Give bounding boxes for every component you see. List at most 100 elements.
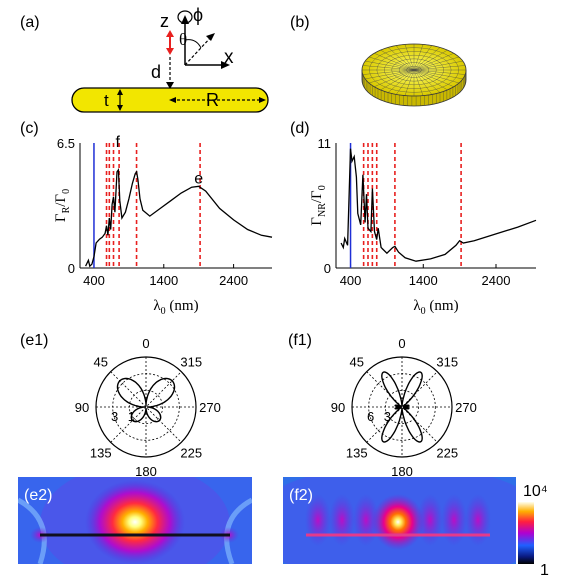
mesh-spoke xyxy=(413,44,424,71)
field-lobe xyxy=(465,494,491,546)
label-phi: ϕ xyxy=(193,5,203,25)
mesh-spoke xyxy=(362,65,415,71)
theta-arc xyxy=(184,39,202,49)
panel-label-f1: (f1) xyxy=(288,332,312,349)
panel-f1: (f1) 0 315 270 225 180 135 90 45 6 3 xyxy=(288,332,477,479)
field-lobe xyxy=(329,494,355,546)
mesh-spoke xyxy=(413,69,460,84)
mesh-spoke xyxy=(413,49,448,71)
spectrum-line xyxy=(340,148,537,262)
disk-mesh xyxy=(361,43,467,106)
mesh-spoke xyxy=(404,44,415,71)
mesh-spoke xyxy=(368,69,415,84)
x-tick-label: 400 xyxy=(83,273,105,288)
polar-angle-label: 225 xyxy=(436,445,458,460)
theta-ray xyxy=(184,35,213,66)
mesh-spoke xyxy=(374,69,415,87)
x-arrowhead xyxy=(221,61,230,69)
mesh-spoke xyxy=(368,56,415,71)
label-theta: θ xyxy=(179,30,187,49)
polar-angle-label: 315 xyxy=(436,355,458,370)
colorbar-min-label: 1 xyxy=(540,562,549,578)
mesh-spoke xyxy=(413,69,432,95)
polar-radial-label: 3 xyxy=(384,409,391,424)
y-tick-label: 0 xyxy=(68,261,75,276)
mesh-spoke xyxy=(380,69,415,91)
mesh-spoke xyxy=(413,56,460,71)
label-t: t xyxy=(104,91,109,110)
peak-label: f xyxy=(115,134,120,151)
polar-grid-spoke xyxy=(366,371,438,443)
node-e2-left xyxy=(18,497,47,564)
field-lobes-f2 xyxy=(305,494,491,546)
dipole-arrow-up xyxy=(166,30,174,37)
panel-d: (d) 400 1400 2400 0 11 λ0 (nm) ΓNR/Γ0 xyxy=(290,120,537,317)
mesh-spoke xyxy=(413,69,454,87)
mesh-spoke xyxy=(413,69,466,75)
mesh-spoke xyxy=(362,69,415,75)
panel-label-f2: (f2) xyxy=(289,487,313,504)
polar-angle-label: 0 xyxy=(142,336,149,351)
polar-angle-label: 0 xyxy=(398,336,405,351)
hotspot-f2 xyxy=(372,494,424,550)
panel-label-b: (b) xyxy=(290,14,310,31)
mesh-spoke xyxy=(413,69,448,91)
x-tick-label: 1400 xyxy=(409,273,438,288)
field-lobe xyxy=(305,494,331,546)
phi-arc xyxy=(177,10,193,24)
mesh-spoke xyxy=(413,60,463,71)
mesh-spoke xyxy=(396,45,415,71)
colorbar-max-label: 10⁴ xyxy=(523,483,548,500)
label-d: d xyxy=(151,62,161,82)
mesh-spoke xyxy=(365,60,415,71)
panel-label-a: (a) xyxy=(20,14,40,31)
theta-arrowhead xyxy=(206,33,215,41)
polar-angle-label: 315 xyxy=(180,355,202,370)
x-tick-label: 2400 xyxy=(219,273,248,288)
y-tick-label: 0 xyxy=(324,261,331,276)
polar-angle-label: 270 xyxy=(455,400,477,415)
panel-b: (b) xyxy=(290,14,467,107)
mesh-spoke xyxy=(365,69,415,80)
mesh-spoke xyxy=(387,47,415,71)
polar-radial-label: 6 xyxy=(367,409,374,424)
label-x: x xyxy=(224,47,234,68)
y-tick-label: 6.5 xyxy=(57,136,75,151)
distance-arrowhead xyxy=(166,82,174,89)
radius-arrow-right xyxy=(259,97,266,103)
field-lobe xyxy=(353,494,379,546)
mesh-spoke xyxy=(413,45,432,71)
mesh-spoke xyxy=(413,53,454,71)
radius-arrow-left xyxy=(169,97,176,103)
polar-angle-label: 90 xyxy=(75,400,89,415)
radiation-pattern xyxy=(381,371,423,443)
spectrum-line xyxy=(85,168,273,268)
x-tick-label: 1400 xyxy=(149,273,178,288)
polar-angle-label: 135 xyxy=(346,445,368,460)
node-e2-right xyxy=(224,497,252,564)
colorbar-gradient xyxy=(518,502,534,564)
polar-grid-spoke xyxy=(110,371,182,443)
y-axis-label: ΓNR/Γ0 xyxy=(309,185,328,225)
label-z: z xyxy=(160,11,169,31)
y-tick-label: 11 xyxy=(318,136,332,151)
panel-label-c: (c) xyxy=(20,120,39,137)
mesh-spoke xyxy=(387,69,415,93)
x-axis-label: λ0 (nm) xyxy=(413,298,458,317)
field-lobe xyxy=(417,494,443,546)
mesh-spoke xyxy=(413,69,463,80)
y-axis-label: ΓR/Γ0 xyxy=(53,189,72,222)
polar-angle-label: 135 xyxy=(90,445,112,460)
polar-angle-label: 270 xyxy=(199,400,221,415)
mesh-spoke xyxy=(413,65,466,71)
panel-label-e1: (e1) xyxy=(20,332,48,349)
polar-angle-label: 45 xyxy=(350,355,364,370)
mesh-spoke xyxy=(374,53,415,71)
hotspot-e2 xyxy=(85,480,185,564)
thickness-arrow-top xyxy=(117,89,123,95)
z-arrowhead xyxy=(181,15,189,24)
panel-a: (a) z ϕ θ x d t R xyxy=(20,5,269,113)
